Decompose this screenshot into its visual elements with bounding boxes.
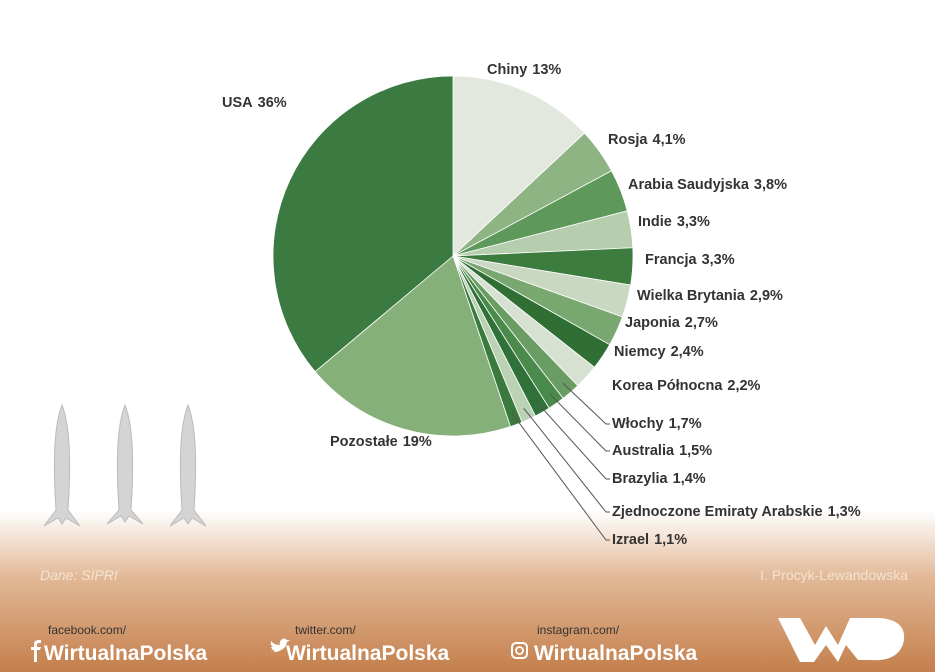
category-name: Rosja <box>608 132 648 148</box>
value-label: 2,2% <box>727 378 760 394</box>
value-label: 3,3% <box>677 214 710 230</box>
value-label: 1,4% <box>673 471 706 487</box>
social-site: twitter.com/ <box>295 623 356 637</box>
category-name: Arabia Saudyjska <box>628 177 750 193</box>
slice-label: Chiny 13% <box>487 62 561 78</box>
value-label: 2,4% <box>671 344 704 360</box>
category-name: Niemcy <box>614 344 666 360</box>
category-name: Chiny <box>487 62 527 78</box>
category-name: Izrael <box>612 532 649 548</box>
category-name: Wielka Brytania <box>637 288 746 304</box>
social-site: facebook.com/ <box>48 623 127 637</box>
category-name: Brazylia <box>612 471 669 487</box>
category-name: Zjednoczone Emiraty Arabskie <box>612 504 823 520</box>
value-label: 2,7% <box>685 315 718 331</box>
value-label: 2,9% <box>750 288 783 304</box>
social-handle: WirtualnaPolska <box>44 642 208 665</box>
category-name: Francja <box>645 252 698 268</box>
value-label: 1,7% <box>669 416 702 432</box>
value-label: 4,1% <box>653 132 686 148</box>
social-site: instagram.com/ <box>537 623 620 637</box>
pie <box>273 76 633 436</box>
category-name: USA <box>222 95 253 111</box>
category-name: Korea Północna <box>612 378 723 394</box>
slice-label: Niemcy 2,4% <box>614 344 704 360</box>
category-name: Australia <box>612 443 675 459</box>
value-label: 13% <box>532 62 561 78</box>
value-label: 19% <box>403 434 432 450</box>
value-label: 1,5% <box>679 443 712 459</box>
social-handle: WirtualnaPolska <box>286 642 450 665</box>
value-label: 1,1% <box>654 532 687 548</box>
social-handle: WirtualnaPolska <box>534 642 698 665</box>
slice-label: Włochy 1,7% <box>612 416 702 432</box>
category-name: Włochy <box>612 416 664 432</box>
value-label: 1,3% <box>828 504 861 520</box>
slice-label: Pozostałe 19% <box>330 434 432 450</box>
category-name: Indie <box>638 214 672 230</box>
slice-label: Rosja 4,1% <box>608 132 686 148</box>
category-name: Pozostałe <box>330 434 398 450</box>
source: Dane: SIPRI <box>40 567 118 583</box>
value-label: 3,3% <box>702 252 735 268</box>
infographic: Chiny 13% Rosja 4,1% Arabia Saudyjska3,8% Ind… <box>0 0 935 672</box>
category-name: Japonia <box>625 315 681 331</box>
value-label: 36% <box>258 95 287 111</box>
value-label: 3,8% <box>754 177 787 193</box>
author: I. Procyk-Lewandowska <box>760 567 908 583</box>
